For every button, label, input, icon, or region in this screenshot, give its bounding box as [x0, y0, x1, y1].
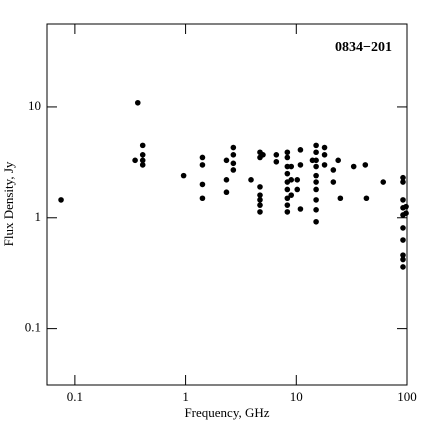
- data-point: [400, 174, 406, 181]
- x-axis-label: Frequency, GHz: [184, 405, 269, 420]
- data-point: [257, 184, 263, 190]
- data-point: [132, 157, 138, 164]
- data-point: [313, 197, 319, 203]
- y-axis-label: Flux Density, Jy: [1, 161, 16, 246]
- data-point: [363, 195, 370, 202]
- data-point: [294, 177, 301, 183]
- data-point: [284, 163, 291, 170]
- data-point: [284, 149, 291, 156]
- x-tick-label: 0.1: [67, 389, 83, 404]
- data-point: [288, 163, 295, 170]
- data-point: [257, 202, 263, 208]
- plot-frame: [46, 23, 408, 386]
- data-point: [313, 179, 319, 185]
- data-point: [284, 154, 291, 161]
- data-point: [313, 172, 319, 179]
- data-point: [288, 192, 295, 198]
- data-point: [400, 252, 406, 258]
- data-point: [134, 99, 141, 106]
- data-point: [380, 179, 387, 185]
- data-point: [400, 225, 406, 231]
- data-point: [321, 151, 328, 158]
- data-point: [223, 177, 230, 183]
- data-point: [230, 144, 237, 151]
- data-point: [223, 189, 230, 196]
- data-point: [284, 186, 291, 193]
- data-point: [403, 210, 409, 216]
- data-point: [288, 177, 295, 183]
- data-point: [230, 160, 237, 167]
- data-point: [330, 167, 337, 173]
- data-point: [403, 203, 409, 210]
- data-point: [313, 218, 319, 225]
- data-point: [313, 163, 319, 170]
- data-point: [257, 197, 263, 203]
- data-point: [337, 195, 344, 202]
- data-point: [362, 162, 369, 168]
- y-tick-label: 0.1: [25, 320, 41, 335]
- data-point: [139, 157, 146, 164]
- data-point: [273, 158, 280, 165]
- data-point: [284, 202, 291, 208]
- data-point: [321, 162, 328, 168]
- data-point: [284, 195, 291, 202]
- data-point: [199, 195, 206, 202]
- data-point: [297, 147, 304, 153]
- data-point: [199, 181, 206, 188]
- data-point: [284, 170, 291, 177]
- data-point: [139, 142, 146, 149]
- annotation: 0834−201: [335, 40, 392, 55]
- data-point: [297, 206, 304, 212]
- data-point: [400, 264, 406, 270]
- x-tick-label: 100: [397, 389, 417, 404]
- x-tick-label: 1: [182, 389, 189, 404]
- y-tick-label: 10: [28, 98, 41, 113]
- data-point: [400, 237, 406, 243]
- data-point: [350, 163, 357, 170]
- data-point: [313, 157, 319, 164]
- data-point: [313, 142, 319, 149]
- data-point: [297, 162, 304, 168]
- x-tick-label: 10: [290, 389, 303, 404]
- data-point: [257, 192, 263, 198]
- data-point: [230, 151, 237, 158]
- data-point: [199, 154, 206, 161]
- data-point: [260, 151, 266, 158]
- data-point: [273, 151, 280, 158]
- data-point: [284, 209, 291, 215]
- data-point: [199, 162, 206, 168]
- data-point: [313, 149, 319, 156]
- data-point: [313, 207, 319, 213]
- data-point: [294, 186, 301, 193]
- data-point: [180, 172, 187, 179]
- data-point: [330, 179, 337, 185]
- data-point: [335, 157, 341, 164]
- data-point: [321, 144, 328, 151]
- data-point: [139, 151, 146, 158]
- data-point: [400, 256, 406, 263]
- data-point: [248, 177, 254, 183]
- data-point: [230, 167, 237, 173]
- data-point: [400, 197, 406, 203]
- data-point: [139, 162, 146, 168]
- y-tick-label: 1: [35, 209, 42, 224]
- data-point: [313, 186, 319, 193]
- data-point: [257, 209, 263, 215]
- data-point: [223, 157, 230, 164]
- data-point: [400, 179, 406, 185]
- data-point: [58, 197, 64, 203]
